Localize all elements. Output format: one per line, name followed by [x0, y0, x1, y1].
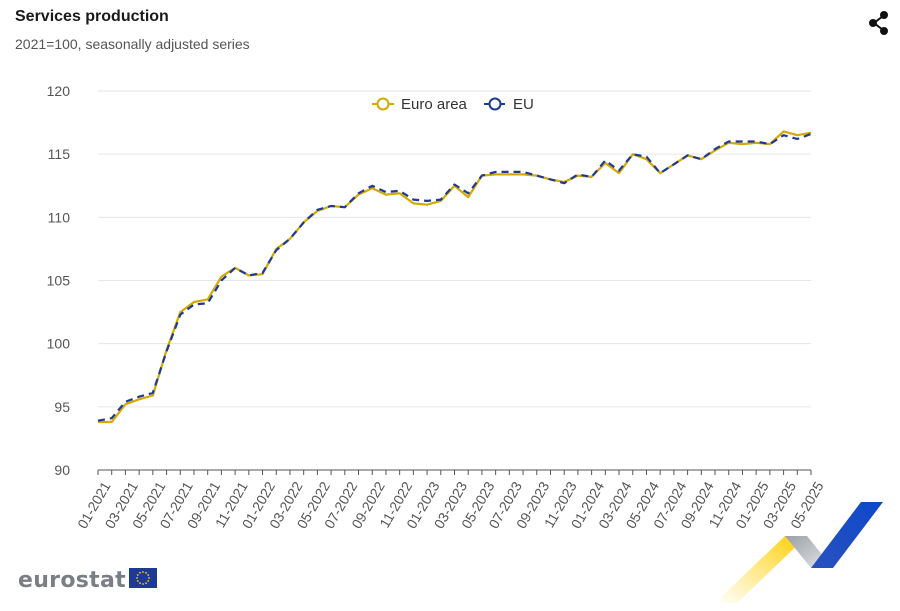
legend-marker [488, 97, 502, 111]
series-line-eu[interactable] [97, 132, 812, 422]
legend-item-eu[interactable]: EU [484, 96, 534, 113]
series-layer [97, 130, 812, 424]
chart-subtitle: 2021=100, seasonally adjusted series [15, 36, 250, 52]
y-tick-label: 100 [47, 336, 71, 352]
y-tick-label: 95 [54, 399, 70, 415]
chart-title: Services production [15, 8, 169, 25]
eu-flag-icon [128, 568, 157, 593]
series-line-euro-area[interactable] [98, 130, 812, 424]
y-tick-label: 120 [47, 83, 71, 99]
axis-layer: 909510010511011512001-202103-202105-2021… [47, 83, 827, 531]
y-tick-label: 115 [48, 146, 71, 162]
legend-label: EU [513, 96, 534, 113]
legend-item-euro-area[interactable]: Euro area [372, 96, 468, 113]
legend-label: Euro area [401, 96, 468, 113]
y-tick-label: 110 [48, 209, 71, 225]
y-tick-label: 105 [47, 273, 71, 289]
logo-text: eurostat [18, 568, 126, 593]
legend[interactable]: Euro area EU [372, 96, 534, 113]
legend-marker [376, 97, 390, 111]
y-tick-label: 90 [54, 462, 70, 478]
share-icon[interactable] [866, 10, 892, 36]
decorative-graphic [715, 498, 885, 608]
eurostat-logo: eurostat [18, 568, 157, 593]
grid-layer [98, 90, 811, 408]
